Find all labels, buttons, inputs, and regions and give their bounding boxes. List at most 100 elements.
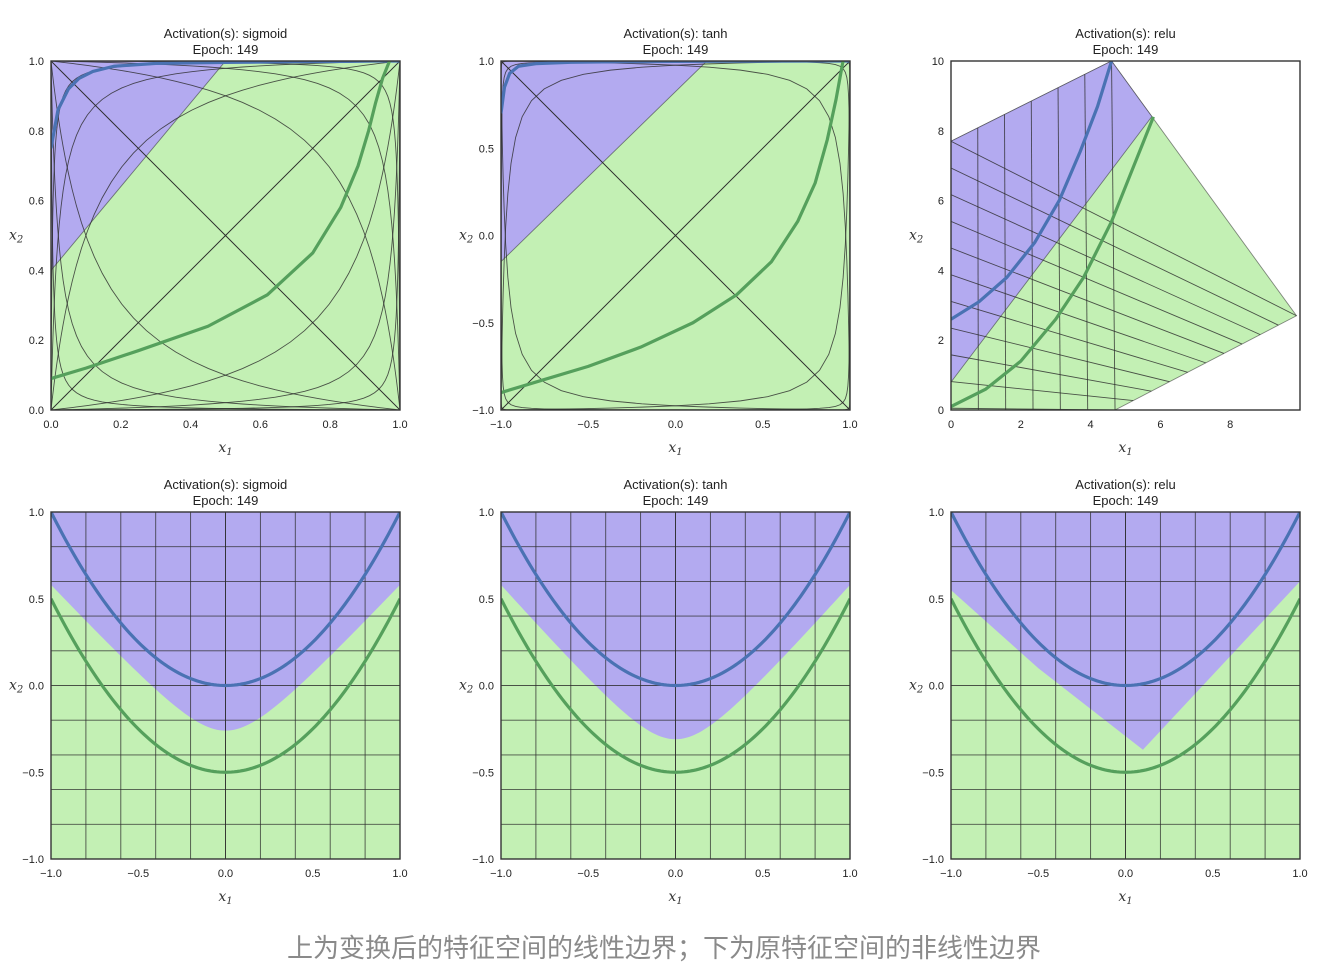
- y-tick-label: −0.5: [472, 767, 494, 779]
- x-axis-label: x1: [668, 440, 682, 458]
- y-tick-label: −0.5: [22, 767, 44, 779]
- y-tick-label: 1.0: [479, 507, 494, 519]
- y-tick-label: −0.5: [472, 318, 494, 330]
- y-tick-label: −1.0: [472, 854, 494, 866]
- x-tick-label: 1.0: [842, 419, 857, 431]
- y-axis-label: x2: [909, 228, 923, 246]
- plot-area: [51, 61, 400, 410]
- y-tick-label: 1.0: [479, 56, 494, 68]
- x-tick-label: 0.5: [755, 419, 770, 431]
- grid-line: [951, 247, 1225, 354]
- x-tick-label: 0.6: [253, 419, 268, 431]
- y-tick-label: 0.5: [929, 594, 944, 606]
- grid-line: [951, 220, 1243, 345]
- y-tick-label: 10: [932, 56, 944, 68]
- x-tick-label: 4: [1088, 419, 1094, 431]
- y-tick-label: 1.0: [29, 56, 44, 68]
- y-tick-label: 0.5: [479, 143, 494, 155]
- x-tick-label: 1.0: [392, 419, 407, 431]
- grid-line: [501, 61, 850, 410]
- chart-title: Activation(s): tanh: [623, 26, 727, 41]
- chart-subtitle: Epoch: 149: [643, 42, 709, 57]
- y-tick-label: −1.0: [922, 854, 944, 866]
- blue-class-region: [51, 61, 227, 272]
- grid-line: [977, 127, 979, 410]
- chart-title: Activation(s): tanh: [623, 477, 727, 492]
- plot-area: [951, 512, 1300, 859]
- chart-subtitle: Epoch: 149: [1093, 42, 1159, 57]
- grid-line: [51, 61, 400, 410]
- y-tick-label: −1.0: [472, 405, 494, 417]
- x-tick-label: 0.0: [668, 868, 683, 880]
- y-tick-label: 6: [938, 196, 944, 208]
- y-tick-label: 0.8: [29, 126, 44, 138]
- x-tick-label: 8: [1227, 419, 1233, 431]
- grid-line: [51, 73, 400, 410]
- grid-line: [951, 167, 1279, 326]
- green-class-curve: [951, 598, 1300, 774]
- y-tick-label: 0: [938, 405, 944, 417]
- green-class-curve: [501, 598, 850, 774]
- x-tick-label: 1.0: [842, 868, 857, 880]
- grid-line: [1004, 114, 1007, 410]
- axes-frame: [950, 60, 1301, 411]
- chart-subtitle: Epoch: 149: [193, 493, 259, 508]
- x-tick-label: 1.0: [392, 868, 407, 880]
- plot-area: [51, 512, 400, 859]
- x-tick-label: 0.8: [323, 419, 338, 431]
- x-axis-label: x1: [1118, 440, 1132, 458]
- axes-frame: [500, 60, 851, 411]
- green-class-curve: [501, 61, 845, 395]
- grid-line: [501, 61, 850, 410]
- y-tick-label: 0.0: [479, 681, 494, 693]
- x-tick-label: −0.5: [127, 868, 149, 880]
- axes-frame: [50, 511, 401, 860]
- x-tick-label: 0.5: [1205, 868, 1220, 880]
- x-tick-label: 0: [948, 419, 954, 431]
- x-tick-label: −1.0: [940, 868, 962, 880]
- y-tick-label: 8: [938, 126, 944, 138]
- x-tick-label: 0.0: [43, 419, 58, 431]
- y-tick-label: 1.0: [29, 507, 44, 519]
- chart-title: Activation(s): sigmoid: [164, 477, 288, 492]
- x-tick-label: −0.5: [1027, 868, 1049, 880]
- chart-title: Activation(s): relu: [1075, 477, 1175, 492]
- x-tick-label: 0.2: [113, 419, 128, 431]
- y-tick-label: 0.0: [29, 405, 44, 417]
- y-tick-label: 0.2: [29, 335, 44, 347]
- x-axis-label: x1: [1118, 889, 1132, 907]
- green-class-curve: [951, 116, 1155, 408]
- x-axis-label: x1: [218, 889, 232, 907]
- grid-line: [951, 301, 1188, 373]
- blue-class-curve: [51, 512, 400, 688]
- x-tick-label: 0.4: [183, 419, 198, 431]
- axes-frame: [500, 511, 851, 860]
- y-axis-label: x2: [9, 678, 23, 696]
- grid-line: [501, 61, 850, 410]
- y-tick-label: 2: [938, 335, 944, 347]
- x-tick-label: 2: [1018, 419, 1024, 431]
- y-tick-label: 0.0: [479, 231, 494, 243]
- grid-line: [1111, 61, 1116, 410]
- blue-class-curve: [51, 61, 400, 149]
- grid-line: [951, 194, 1261, 336]
- x-tick-label: −1.0: [40, 868, 62, 880]
- y-tick-label: 1.0: [929, 507, 944, 519]
- y-axis-label: x2: [459, 228, 473, 246]
- x-tick-label: 0.5: [755, 868, 770, 880]
- blue-class-region: [501, 61, 708, 263]
- x-axis-label: x1: [668, 889, 682, 907]
- grid-line: [501, 61, 850, 410]
- plot-area: [501, 512, 850, 859]
- axes-frame: [950, 511, 1301, 860]
- y-axis-label: x2: [909, 678, 923, 696]
- chart-title: Activation(s): sigmoid: [164, 26, 288, 41]
- y-tick-label: 0.0: [29, 681, 44, 693]
- y-axis-label: x2: [459, 678, 473, 696]
- y-tick-label: 4: [938, 265, 944, 277]
